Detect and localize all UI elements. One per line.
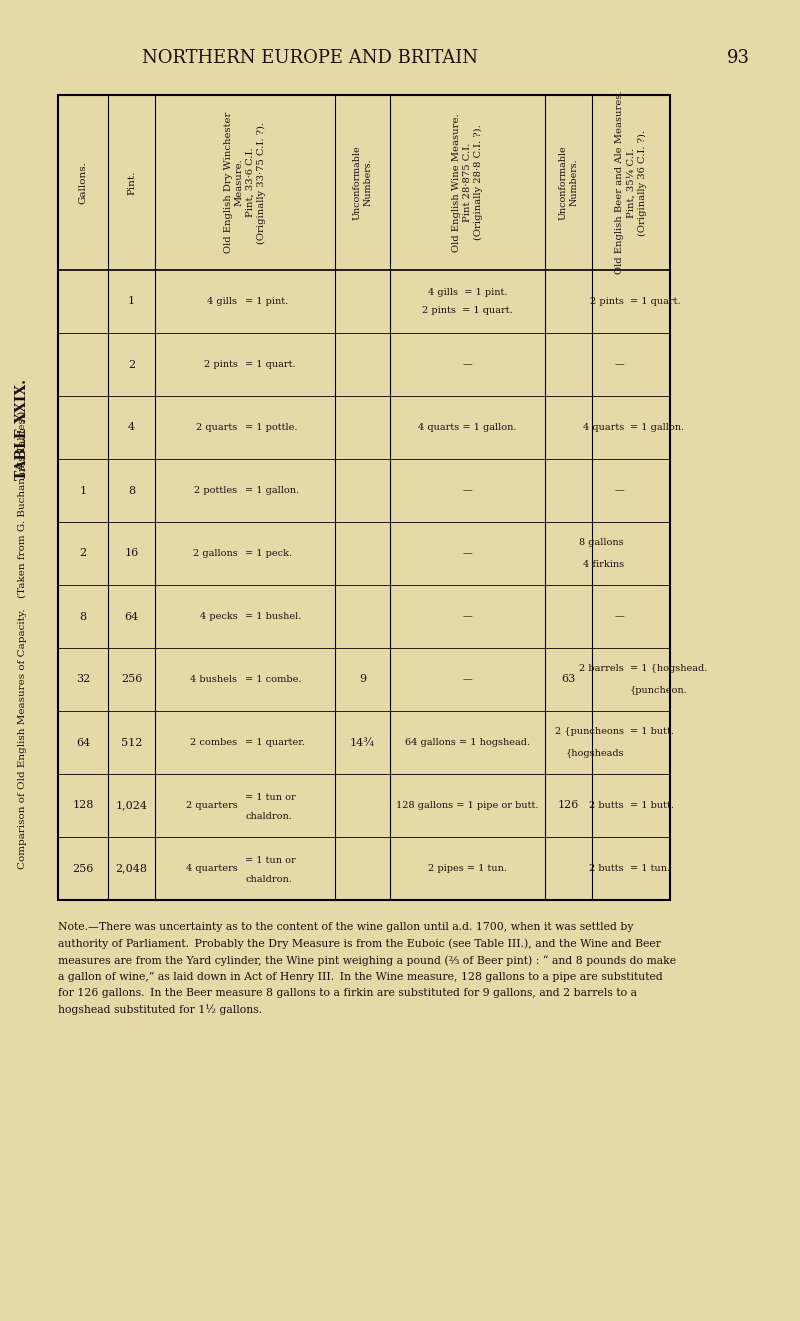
Text: 2 combes: 2 combes: [190, 738, 238, 746]
Text: = 1 butt.: = 1 butt.: [630, 801, 674, 810]
Text: = 1 tun or: = 1 tun or: [246, 856, 296, 865]
Text: = 1 pottle.: = 1 pottle.: [246, 423, 298, 432]
Text: 2: 2: [79, 548, 86, 559]
Text: a gallon of wine,” as laid down in Act of Henry III. In the Wine measure, 128 ga: a gallon of wine,” as laid down in Act o…: [58, 971, 662, 982]
Text: 32: 32: [76, 675, 90, 684]
Text: 4 gills  = 1 pint.: 4 gills = 1 pint.: [428, 288, 507, 296]
Text: 9: 9: [359, 675, 366, 684]
Text: —: —: [462, 675, 472, 684]
Text: 4 gills: 4 gills: [207, 297, 238, 306]
Text: 126: 126: [558, 801, 579, 811]
Text: = 1 quarter.: = 1 quarter.: [246, 738, 306, 746]
Text: = 1 bushel.: = 1 bushel.: [246, 612, 302, 621]
Text: —: —: [614, 361, 624, 369]
Text: 2 butts: 2 butts: [590, 864, 624, 873]
Text: 2: 2: [128, 359, 135, 370]
Text: 93: 93: [727, 49, 750, 67]
Text: chaldron.: chaldron.: [246, 812, 292, 822]
Text: 4 quarts = 1 gallon.: 4 quarts = 1 gallon.: [418, 423, 517, 432]
Text: 128 gallons = 1 pipe or butt.: 128 gallons = 1 pipe or butt.: [396, 801, 538, 810]
Text: = 1 {hogshead.: = 1 {hogshead.: [630, 663, 707, 672]
Text: = 1 gallon.: = 1 gallon.: [246, 486, 299, 495]
Bar: [58, 95, 670, 900]
Text: 64: 64: [76, 737, 90, 748]
Text: 1: 1: [79, 486, 86, 495]
Text: Pint.: Pint.: [127, 170, 136, 194]
Text: TABLE XXIX.: TABLE XXIX.: [15, 379, 29, 481]
Text: 16: 16: [124, 548, 138, 559]
Text: —: —: [462, 486, 472, 495]
Text: 8 gallons: 8 gallons: [579, 538, 624, 547]
Text: 2,048: 2,048: [115, 864, 147, 873]
Text: 2 barrels: 2 barrels: [579, 663, 624, 672]
Text: 2 quarts: 2 quarts: [196, 423, 238, 432]
Text: Comparison of Old English Measures of Capacity. (Taken from G. Buchanan’s Tables: Comparison of Old English Measures of Ca…: [18, 411, 26, 869]
Text: 2 pipes = 1 tun.: 2 pipes = 1 tun.: [428, 864, 507, 873]
Text: Old English Beer and Ale Measures.
Pint, 35¼ C.I.
(Originally 36 C.I. ?).: Old English Beer and Ale Measures. Pint,…: [615, 91, 646, 275]
Text: —: —: [462, 612, 472, 621]
Text: authority of Parliament. Probably the Dry Measure is from the Euboic (see Table : authority of Parliament. Probably the Dr…: [58, 938, 661, 948]
Text: = 1 quart.: = 1 quart.: [246, 361, 296, 369]
Text: 2 pottles: 2 pottles: [194, 486, 238, 495]
Text: —: —: [614, 486, 624, 495]
Text: Old English Dry Winchester
Measure.
Pint, 33·6 C.I.
(Originally 33·75 C.I. ?).: Old English Dry Winchester Measure. Pint…: [224, 112, 266, 254]
Text: measures are from the Yard cylinder, the Wine pint weighing a pound (⅔ of Beer p: measures are from the Yard cylinder, the…: [58, 955, 676, 966]
Text: Unconformable
Numbers.: Unconformable Numbers.: [558, 145, 578, 219]
Text: = 1 tun or: = 1 tun or: [246, 794, 296, 802]
Text: 64 gallons = 1 hogshead.: 64 gallons = 1 hogshead.: [405, 738, 530, 746]
Text: 2 {puncheons: 2 {puncheons: [555, 727, 624, 736]
Text: for 126 gallons. In the Beer measure 8 gallons to a firkin are substituted for 9: for 126 gallons. In the Beer measure 8 g…: [58, 988, 637, 997]
Text: 1,024: 1,024: [115, 801, 147, 811]
Text: NORTHERN EUROPE AND BRITAIN: NORTHERN EUROPE AND BRITAIN: [142, 49, 478, 67]
Text: = 1 tun.: = 1 tun.: [630, 864, 670, 873]
Text: 4 bushels: 4 bushels: [190, 675, 238, 684]
Text: 4 firkins: 4 firkins: [583, 560, 624, 569]
Text: 8: 8: [79, 612, 86, 621]
Text: Old English Wine Measure.
Pint 28·875 C.I.
(Originally 28·8 C.I. ?).: Old English Wine Measure. Pint 28·875 C.…: [452, 114, 483, 252]
Text: 4: 4: [128, 423, 135, 432]
Text: = 1 peck.: = 1 peck.: [246, 550, 293, 557]
Text: 4 pecks: 4 pecks: [200, 612, 238, 621]
Text: 2 pints  = 1 quart.: 2 pints = 1 quart.: [422, 306, 513, 316]
Text: 2 pints: 2 pints: [590, 297, 624, 306]
Text: 2 butts: 2 butts: [590, 801, 624, 810]
Text: 14¾: 14¾: [350, 737, 375, 748]
Text: 8: 8: [128, 486, 135, 495]
Text: 2 gallons: 2 gallons: [193, 550, 238, 557]
Text: Gallons.: Gallons.: [78, 161, 87, 203]
Text: {hogsheads: {hogsheads: [566, 749, 624, 758]
Text: 4 quarts: 4 quarts: [583, 423, 624, 432]
Text: chaldron.: chaldron.: [246, 876, 292, 884]
Text: —: —: [462, 361, 472, 369]
Text: = 1 butt.: = 1 butt.: [630, 727, 674, 736]
Text: —: —: [462, 550, 472, 557]
Text: hogshead substituted for 1½ gallons.: hogshead substituted for 1½ gallons.: [58, 1004, 262, 1016]
Text: = 1 quart.: = 1 quart.: [630, 297, 681, 306]
Text: 2 pints: 2 pints: [203, 361, 238, 369]
Text: = 1 combe.: = 1 combe.: [246, 675, 302, 684]
Text: Note.—There was uncertainty as to the content of the wine gallon until a.d. 1700: Note.—There was uncertainty as to the co…: [58, 922, 634, 933]
Text: {puncheon.: {puncheon.: [630, 687, 688, 695]
Text: 63: 63: [562, 675, 576, 684]
Text: 64: 64: [124, 612, 138, 621]
Text: = 1 gallon.: = 1 gallon.: [630, 423, 684, 432]
Text: —: —: [614, 612, 624, 621]
Text: Unconformable
Numbers.: Unconformable Numbers.: [353, 145, 373, 219]
Text: 4 quarters: 4 quarters: [186, 864, 238, 873]
Text: 256: 256: [72, 864, 94, 873]
Text: 128: 128: [72, 801, 94, 811]
Text: 2 quarters: 2 quarters: [186, 801, 238, 810]
Text: 512: 512: [121, 737, 142, 748]
Text: = 1 pint.: = 1 pint.: [246, 297, 289, 306]
Text: 256: 256: [121, 675, 142, 684]
Text: 1: 1: [128, 296, 135, 306]
